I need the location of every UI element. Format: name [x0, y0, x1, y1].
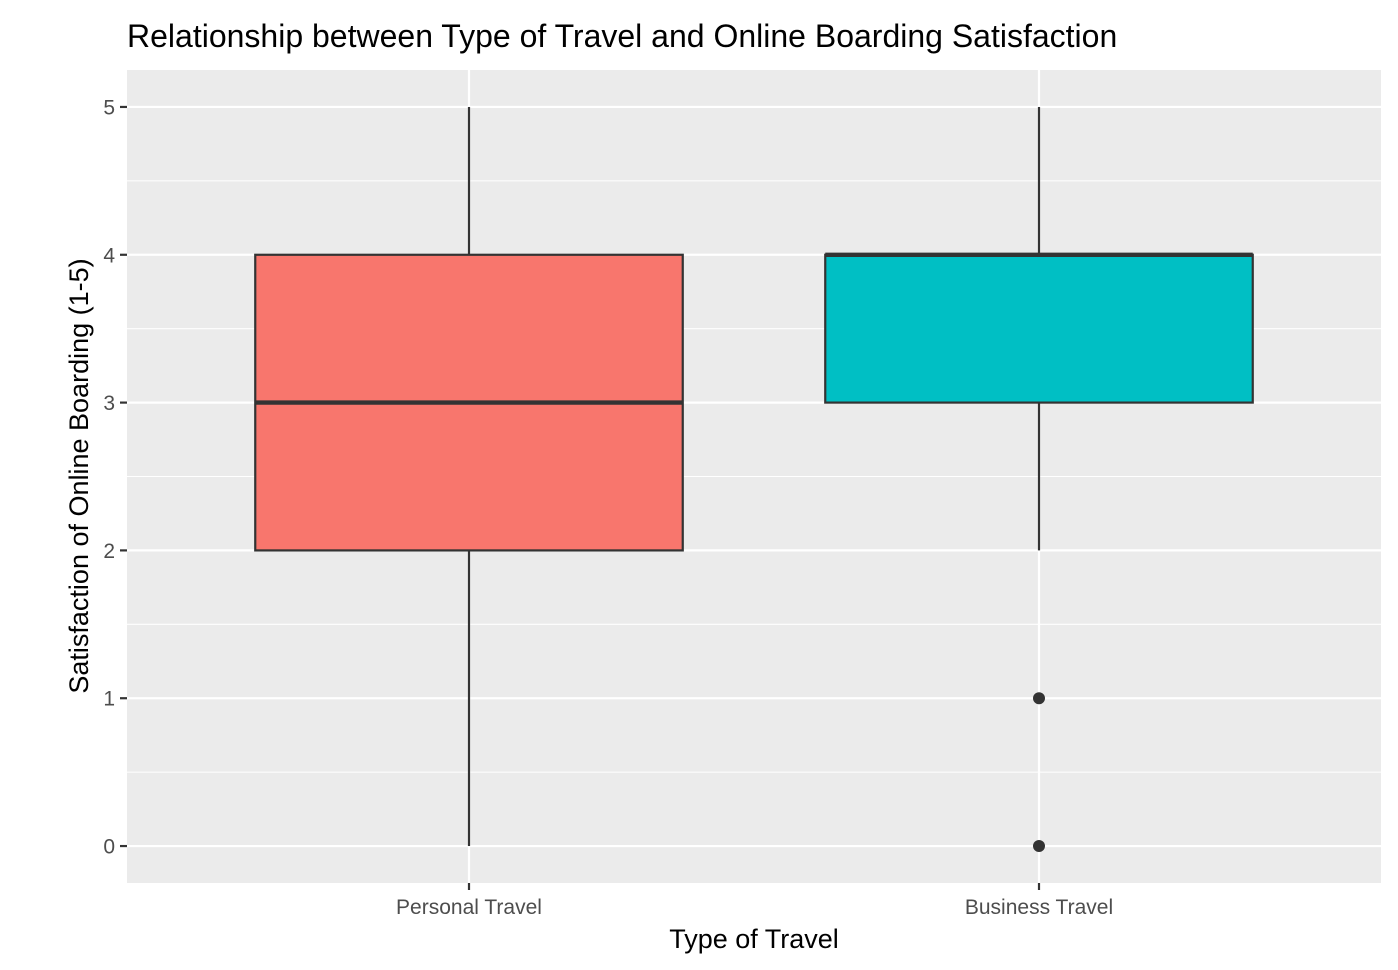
- y-tick-label: 2: [103, 540, 115, 563]
- chart-title: Relationship between Type of Travel and …: [127, 18, 1117, 54]
- box-iqr: [824, 253, 1254, 404]
- y-tick-label: 5: [103, 96, 115, 119]
- y-tick-label: 0: [103, 836, 115, 859]
- box-series: [254, 106, 1254, 853]
- outlier-point: [1033, 692, 1045, 705]
- box-group: [254, 106, 684, 847]
- x-tick-label: Business Travel: [965, 896, 1113, 919]
- x-axis-title: Type of Travel: [669, 924, 839, 954]
- y-tick-label: 4: [103, 244, 115, 267]
- y-tick-label: 1: [103, 688, 115, 711]
- box-group: [824, 106, 1254, 853]
- y-axis-title: Satisfaction of Online Boarding (1-5): [64, 258, 94, 693]
- y-tick-label: 3: [103, 392, 115, 415]
- outlier-point: [1033, 840, 1045, 853]
- x-tick-label: Personal Travel: [396, 896, 542, 919]
- x-axis: Personal Travel Business Travel: [396, 883, 1113, 919]
- y-axis: 0 1 2 3 4 5: [103, 96, 127, 859]
